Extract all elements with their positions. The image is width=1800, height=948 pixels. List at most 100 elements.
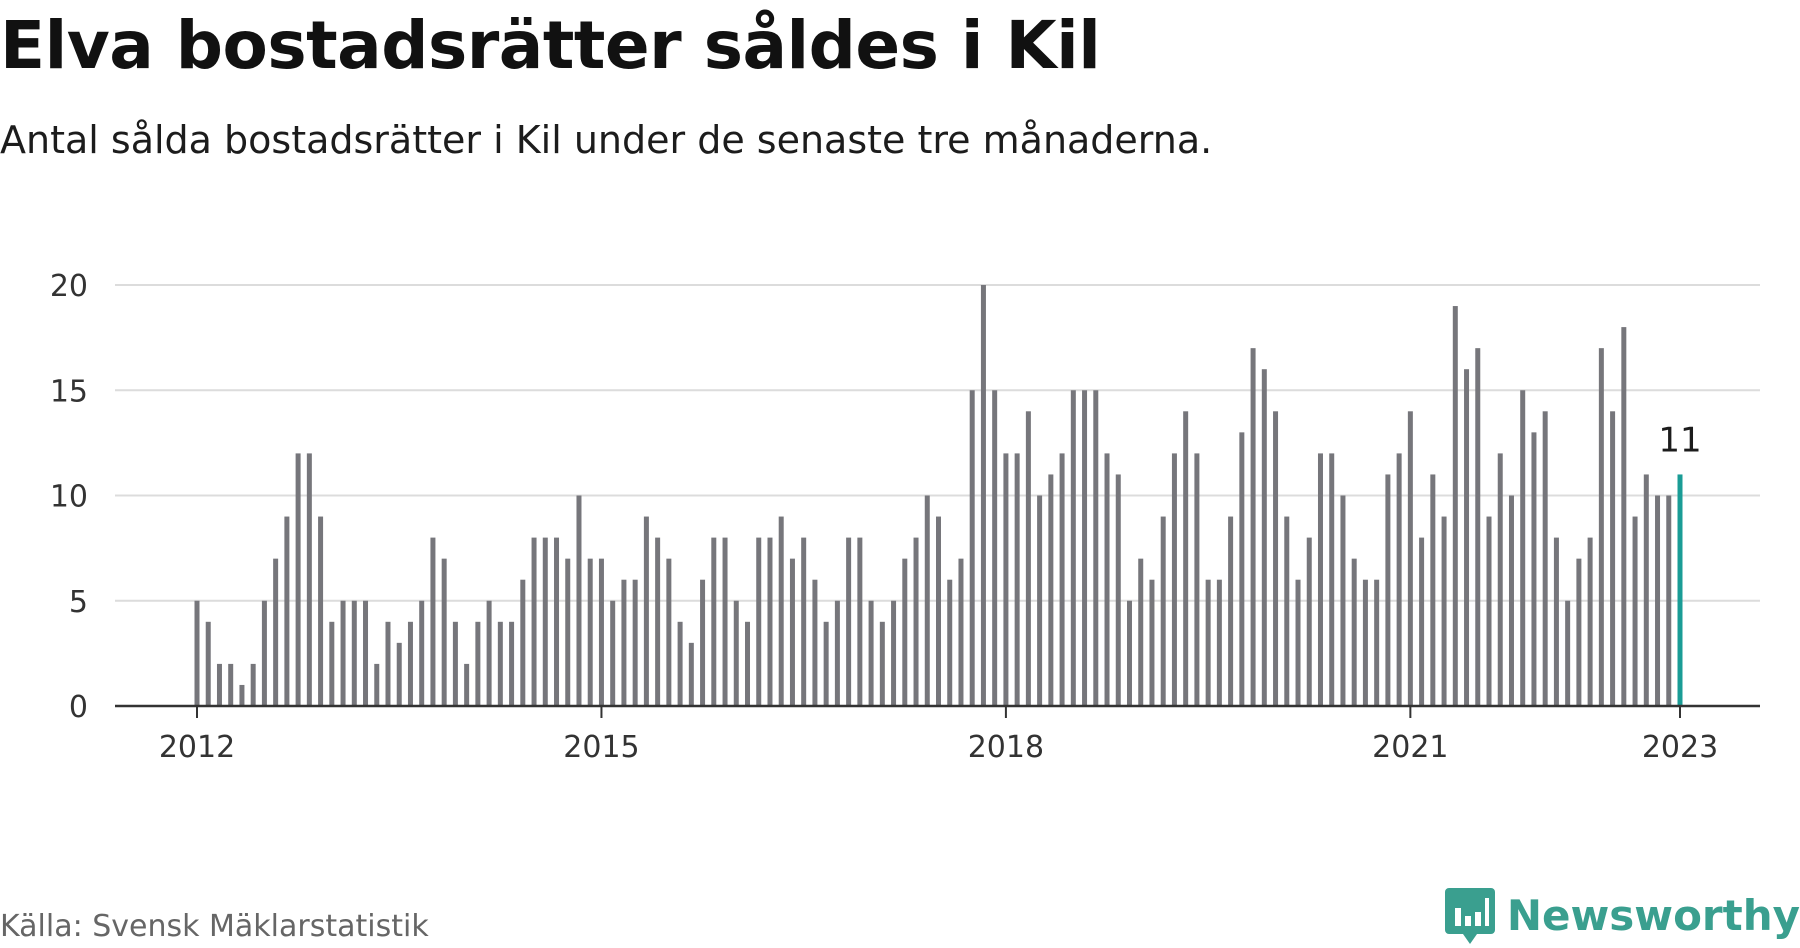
bar [1441,516,1447,706]
bar [1385,474,1391,706]
bar [1059,453,1065,706]
bar [1407,411,1413,706]
chart-title: Elva bostadsrätter såldes i Kil [0,7,1101,84]
bar [351,600,357,706]
bar [1261,369,1267,706]
bar [509,621,515,706]
bar [621,579,627,706]
bar [756,537,762,706]
bar [1340,495,1346,706]
bar [992,390,998,706]
bar [1228,516,1234,706]
bar [1138,558,1144,706]
bar [700,579,706,706]
last-value-label: 11 [1658,420,1701,460]
bar [306,453,312,706]
bar [554,537,560,706]
bar [924,495,930,706]
bar [1486,516,1492,706]
bar [475,621,481,706]
bar [1329,453,1335,706]
bar [1598,348,1604,706]
bar [1531,432,1537,706]
bar [1003,453,1009,706]
bar [587,558,593,706]
bar [329,621,335,706]
bar [1542,411,1548,706]
bar [1284,516,1290,706]
bar [1666,495,1672,706]
newsworthy-logo-text: Newsworthy [1506,891,1800,940]
bar [610,600,616,706]
bar [1643,474,1649,706]
bar [655,537,661,706]
chart-subtitle: Antal sålda bostadsrätter i Kil under de… [0,118,1213,162]
y-tick-label: 10 [50,480,88,515]
bar [1430,474,1436,706]
bar [374,663,380,706]
y-tick-label: 20 [50,269,88,304]
bar-chart: 0 5 10 15 20 2012 2015 2018 2021 2023 11 [50,269,1760,765]
bar [913,537,919,706]
bar [1362,579,1368,706]
bar [857,537,863,706]
bar [576,495,582,706]
bar [340,600,346,706]
bar [733,600,739,706]
bar [1317,453,1323,706]
bar [497,621,503,706]
bar [441,558,447,706]
bar [216,663,222,706]
x-tick-label: 2018 [968,730,1044,765]
bar [1419,537,1425,706]
bar [643,516,649,706]
bar [407,621,413,706]
bar [801,537,807,706]
bar [419,600,425,706]
bar [1632,516,1638,706]
bar [1565,600,1571,706]
bar [745,621,751,706]
bar [632,579,638,706]
bar [396,642,402,706]
bar [1587,537,1593,706]
bar [385,621,391,706]
bar [542,537,548,706]
bar [677,621,683,706]
bar [1464,369,1470,706]
bar [1048,474,1054,706]
bar [363,600,369,706]
bar [789,558,795,706]
bar [834,600,840,706]
bar [666,558,672,706]
bar [1093,390,1099,706]
bar [947,579,953,706]
bar [1171,453,1177,706]
bar [430,537,436,706]
bar [1126,600,1132,706]
newsworthy-logo: Newsworthy [1444,884,1800,948]
bar [722,537,728,706]
x-tick-label: 2015 [563,730,639,765]
bar [1295,579,1301,706]
bar [1239,432,1245,706]
y-tick-label: 5 [69,585,88,620]
bar [295,453,301,706]
bar-highlight [1677,474,1683,706]
bar [228,663,234,706]
bar [565,558,571,706]
bar [464,663,470,706]
bar [531,537,537,706]
bar [1037,495,1043,706]
bar [711,537,717,706]
bar [1149,579,1155,706]
bar [273,558,279,706]
bar [1160,516,1166,706]
bar [879,621,885,706]
bar [891,600,897,706]
bar [778,516,784,706]
bar [1520,390,1526,706]
y-tick-label: 15 [50,374,88,409]
x-tick-label: 2021 [1372,730,1448,765]
bar [1115,474,1121,706]
